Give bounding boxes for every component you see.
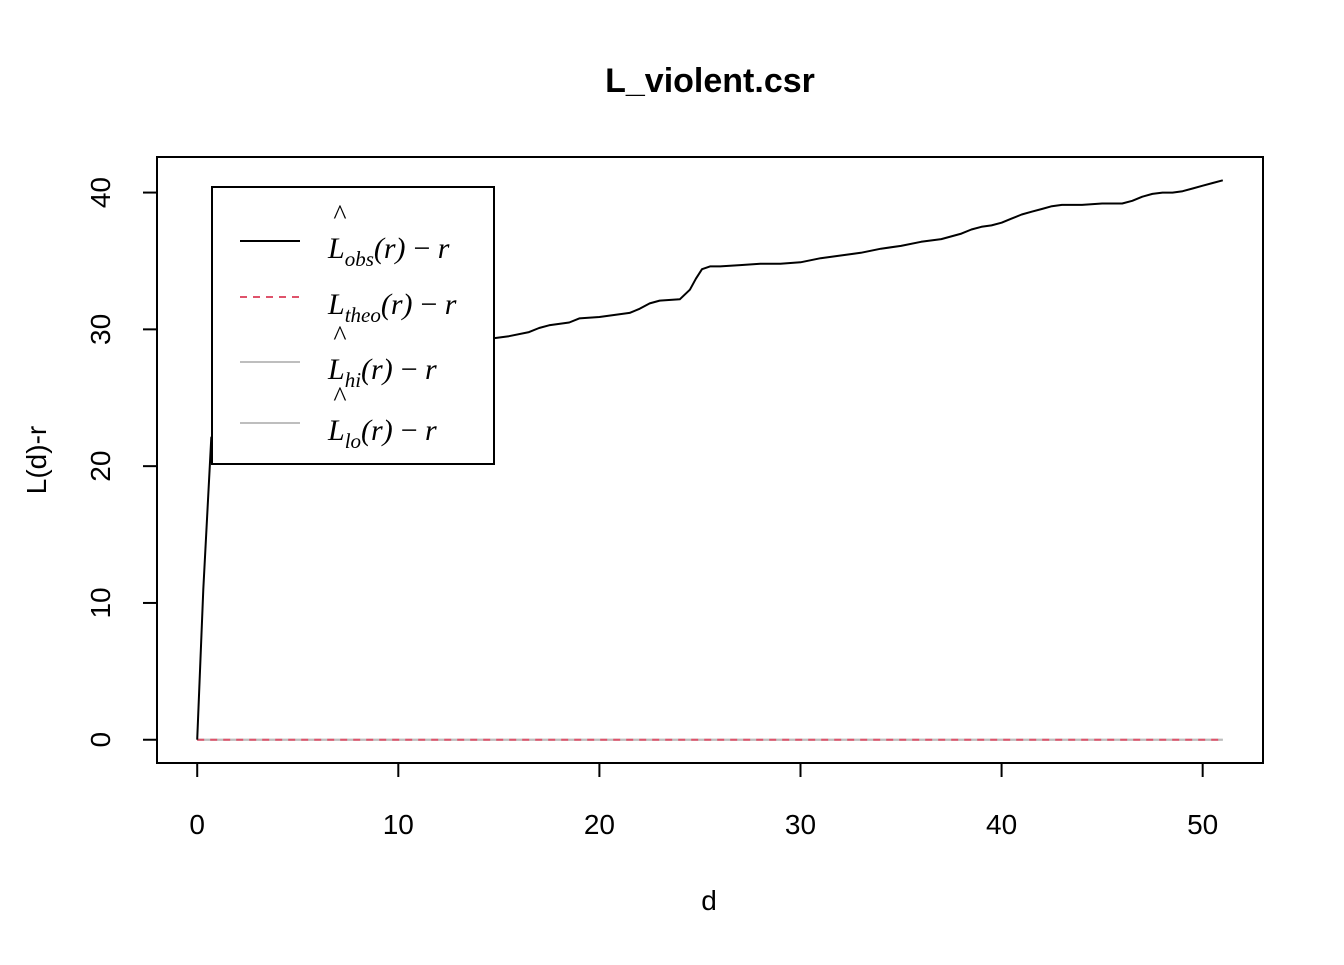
x-axis: 0 10 20 30 40 50 bbox=[189, 762, 1218, 840]
legend-text: Lobs(r) − r bbox=[327, 232, 450, 271]
legend-label-lo: ^Llo(r) − r bbox=[327, 382, 437, 453]
y-tick-label: 10 bbox=[85, 587, 116, 618]
legend-label-obs: ^Lobs(r) − r bbox=[327, 200, 450, 271]
y-tick-label: 40 bbox=[85, 177, 116, 208]
x-tick-label: 30 bbox=[785, 809, 816, 840]
legend-text: Lhi(r) − r bbox=[327, 353, 437, 392]
legend-hat: ^ bbox=[333, 321, 346, 352]
y-tick-label: 30 bbox=[85, 314, 116, 345]
legend-text: Ltheo(r) − r bbox=[327, 288, 457, 327]
y-axis: 0 10 20 30 40 bbox=[85, 177, 158, 748]
legend-hat: ^ bbox=[333, 382, 346, 413]
x-tick-label: 0 bbox=[189, 809, 205, 840]
y-axis-title: L(d)-r bbox=[21, 426, 52, 494]
x-tick-label: 10 bbox=[383, 809, 414, 840]
chart-title: L_violent.csr bbox=[605, 62, 815, 100]
y-tick-label: 20 bbox=[85, 451, 116, 482]
x-tick-label: 40 bbox=[986, 809, 1017, 840]
legend-text: Llo(r) − r bbox=[327, 414, 437, 453]
x-tick-label: 50 bbox=[1187, 809, 1218, 840]
x-axis-title: d bbox=[701, 885, 717, 916]
legend-label-hi: ^Lhi(r) − r bbox=[327, 321, 437, 392]
legend-box bbox=[211, 186, 495, 465]
legend-hat: ^ bbox=[333, 200, 346, 231]
y-tick-label: 0 bbox=[85, 732, 116, 748]
x-tick-label: 20 bbox=[584, 809, 615, 840]
legend-label-theo: Ltheo(r) − r bbox=[327, 288, 457, 327]
